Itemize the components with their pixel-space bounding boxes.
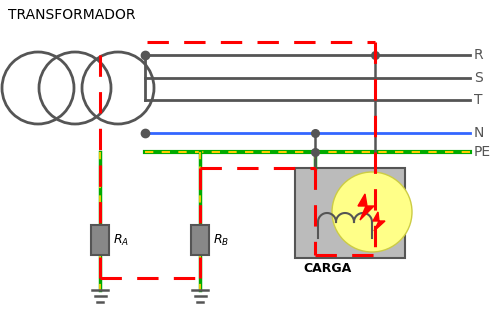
FancyBboxPatch shape (295, 168, 405, 258)
Text: CARGA: CARGA (303, 262, 351, 275)
Text: PE: PE (474, 145, 491, 159)
Text: T: T (474, 93, 482, 107)
Text: R: R (474, 48, 484, 62)
Text: $R_{A}$: $R_{A}$ (113, 232, 129, 248)
Text: N: N (474, 126, 484, 140)
Text: TRANSFORMADOR: TRANSFORMADOR (8, 8, 136, 22)
Text: S: S (474, 71, 482, 85)
Circle shape (83, 53, 153, 123)
Text: $R_{B}$: $R_{B}$ (213, 232, 229, 248)
Circle shape (3, 53, 73, 123)
FancyBboxPatch shape (91, 225, 109, 255)
FancyBboxPatch shape (191, 225, 209, 255)
Polygon shape (373, 212, 385, 231)
Circle shape (40, 53, 110, 123)
Polygon shape (358, 194, 374, 220)
Circle shape (332, 172, 412, 252)
